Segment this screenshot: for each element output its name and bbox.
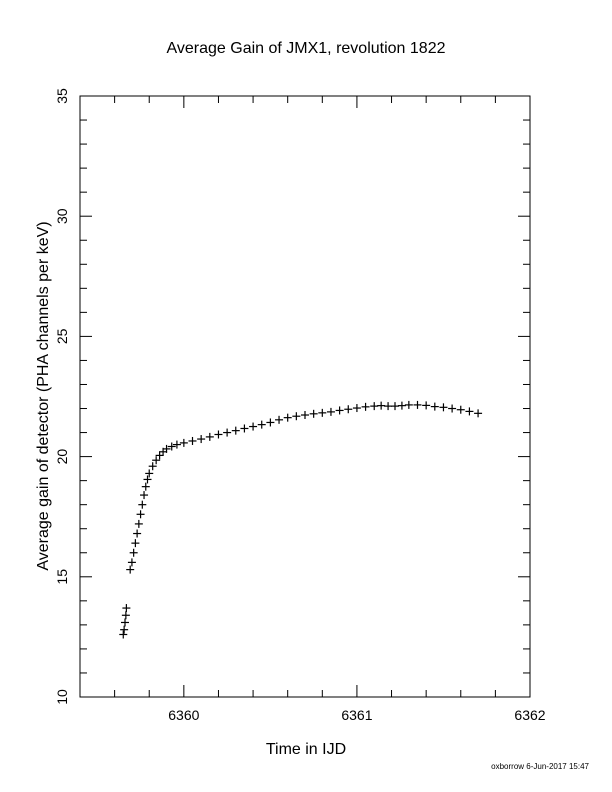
data-point [188,436,197,445]
data-points [119,400,483,639]
data-point [120,625,129,634]
data-point [391,402,399,411]
data-point [397,401,406,410]
data-point [134,519,143,528]
y-tick-label: 30 [54,208,70,224]
data-point [126,565,135,574]
data-point [439,403,448,412]
data-point [474,409,483,418]
y-tick-label: 20 [54,449,70,465]
chart-title: Average Gain of JMX1, revolution 1822 [167,40,446,57]
data-point [133,529,142,538]
data-point [148,462,157,471]
data-point [335,406,344,415]
data-point [223,428,232,437]
data-point [145,469,154,478]
data-point [119,630,128,639]
data-point [141,482,150,491]
data-point [136,510,145,519]
data-point [283,413,292,422]
data-point [121,611,130,620]
x-tick-label: 6362 [514,707,545,723]
y-axis-label: Average gain of detector (PHA channels p… [35,221,52,570]
data-point [122,604,131,613]
data-point [275,415,284,424]
data-point [240,424,249,433]
y-tick-label: 25 [54,328,70,344]
x-axis-ticks [114,96,496,697]
data-point [377,401,386,410]
data-point [129,548,138,557]
data-point [140,491,149,500]
data-point [404,400,413,409]
data-point [344,405,353,414]
data-point [138,500,147,509]
data-point [179,438,188,447]
data-point [214,430,223,439]
x-axis-tick-labels: 6360 6361 6362 [168,707,546,723]
y-tick-label: 15 [54,569,70,585]
x-tick-label: 6360 [168,707,199,723]
y-axis-tick-labels: 10 15 20 25 30 35 [54,88,70,705]
data-point [167,442,176,451]
y-axis-ticks [80,119,530,674]
data-point [448,404,457,413]
y-tick-label: 35 [54,88,70,104]
data-point [352,404,361,413]
data-point [370,402,379,411]
x-axis-label: Time in IJD [266,741,346,758]
data-point [127,558,136,567]
data-point [266,418,275,427]
data-point [292,412,301,421]
data-point [318,408,327,417]
data-point [301,411,309,420]
data-point [231,426,240,435]
data-point [456,405,465,414]
y-tick-label: 10 [54,689,70,705]
data-point [430,402,439,411]
data-point [155,451,164,460]
data-point [121,618,129,627]
x-tick-label: 6361 [341,707,372,723]
data-point [143,475,152,484]
data-point [131,539,140,548]
data-point [384,402,393,411]
data-point [465,407,474,416]
data-point [172,440,181,449]
data-point [422,401,431,410]
data-point [249,422,258,431]
data-point [162,444,171,453]
data-point [197,435,206,444]
plot-frame [79,95,531,698]
data-point [413,400,422,409]
data-point [309,409,318,418]
data-point [152,456,161,465]
data-point [205,432,214,441]
footer-stamp: oxborrow 6-Jun-2017 15:47 [491,762,589,771]
data-point [361,402,370,411]
data-point [257,420,266,429]
data-point [326,407,335,416]
